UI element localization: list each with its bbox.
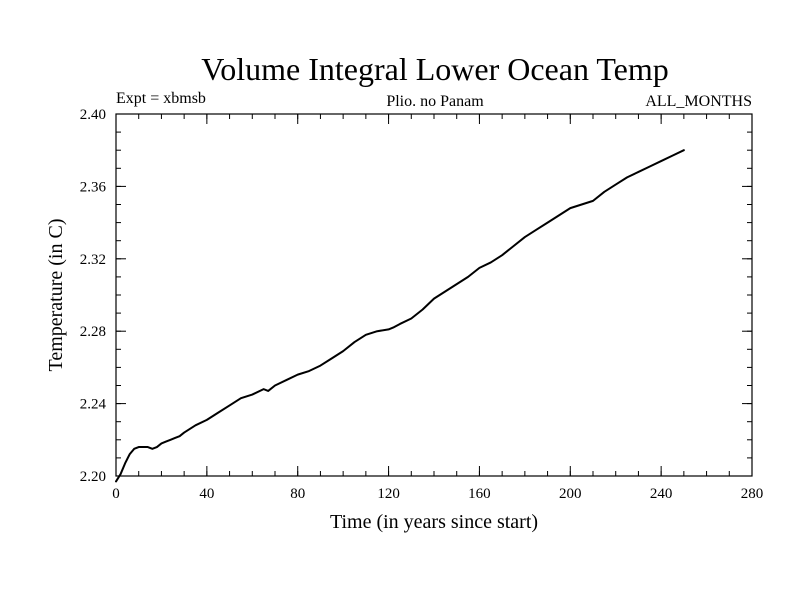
x-tick-label: 120 [377, 486, 400, 502]
x-tick-label: 80 [290, 486, 305, 502]
plot-frame [115, 113, 753, 477]
y-tick-label: 2.20 [80, 469, 106, 485]
x-tick-label: 0 [112, 486, 120, 502]
temperature-series-line [115, 149, 685, 483]
x-tick-label: 280 [741, 486, 764, 502]
y-tick-label: 2.28 [80, 324, 106, 340]
series-layer [115, 149, 685, 483]
experiment-label: Expt = xbmsb [116, 90, 206, 107]
run-description-label: Plio. no Panam [386, 93, 484, 110]
x-tick-label: 240 [650, 486, 673, 502]
y-tick-label: 2.32 [80, 252, 106, 268]
x-axis-label: Time (in years since start) [330, 511, 538, 533]
x-tick-labels: 0 40 80 120 160 200 240 280 [112, 486, 763, 502]
y-tick-labels: 2.20 2.24 2.28 2.32 2.36 2.40 [80, 107, 107, 485]
chart-title: Volume Integral Lower Ocean Temp [201, 51, 669, 87]
x-tick-label: 40 [199, 486, 214, 502]
y-tick-label: 2.36 [80, 179, 107, 195]
y-tick-label: 2.40 [80, 107, 106, 123]
x-tick-label: 160 [468, 486, 491, 502]
axis-ticks [115, 113, 753, 477]
x-tick-label: 200 [559, 486, 582, 502]
y-axis-label: Temperature (in C) [45, 219, 67, 372]
y-tick-label: 2.24 [80, 397, 107, 413]
months-label: ALL_MONTHS [645, 93, 752, 110]
